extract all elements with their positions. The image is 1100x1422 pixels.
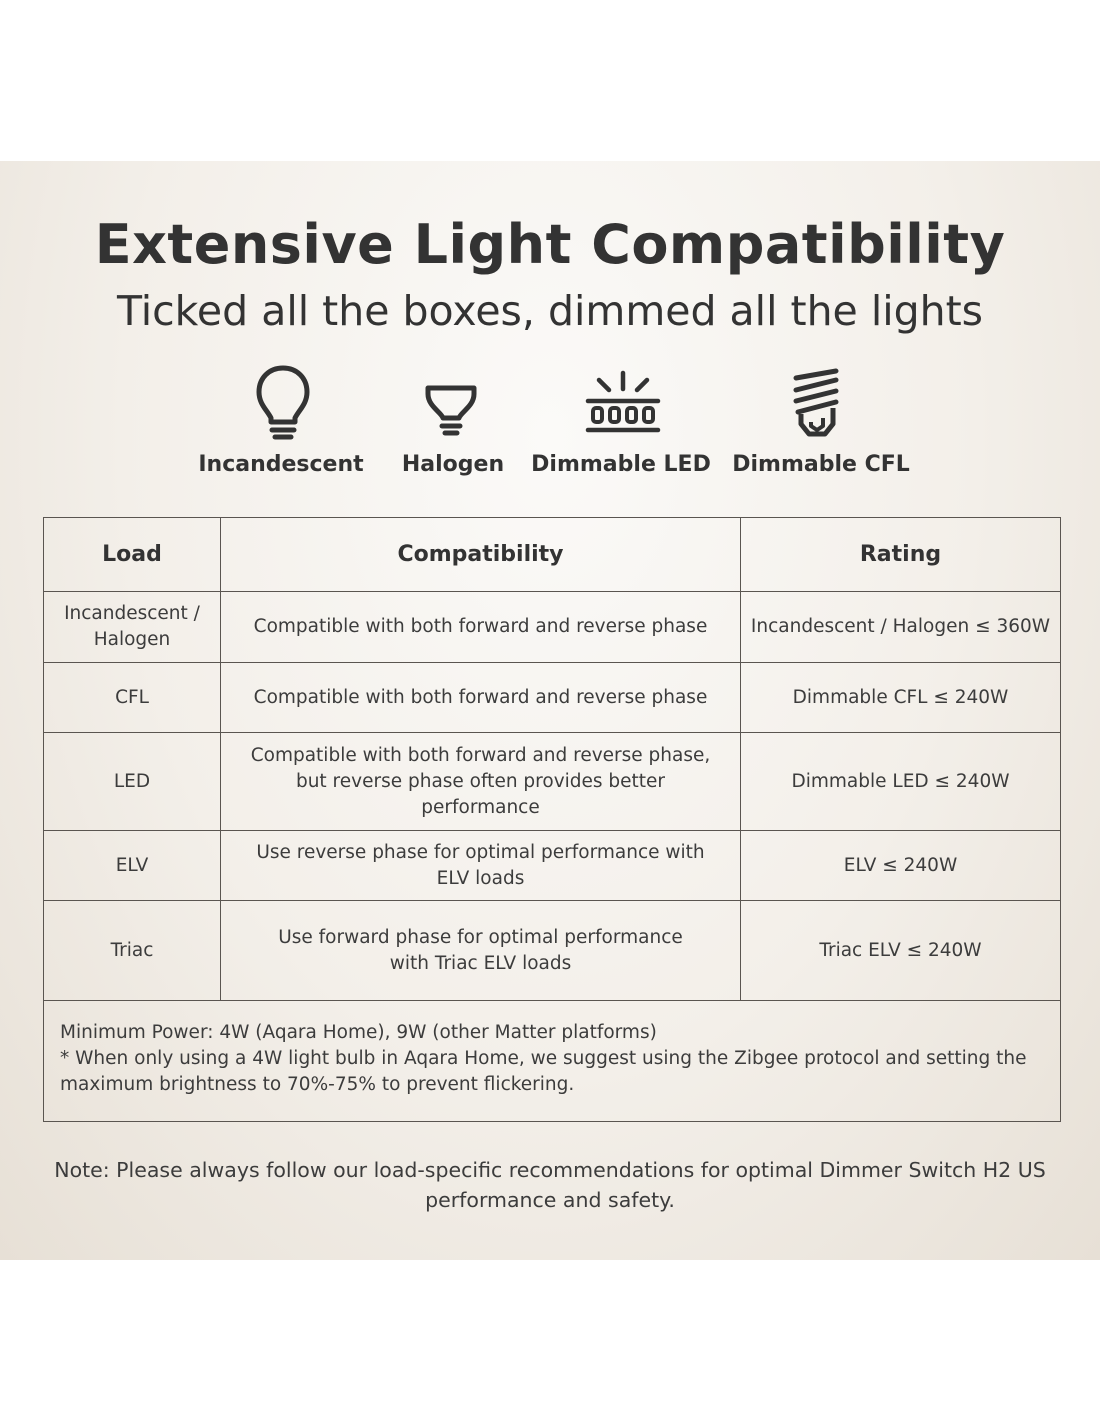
dimmable-led-label: Dimmable LED [531, 452, 711, 477]
table-row: ELV Use reverse phase for optimal perfor… [43, 830, 1061, 901]
page-subtitle: Ticked all the boxes, dimmed all the lig… [116, 287, 984, 335]
dimmable-cfl-label: Dimmable CFL [732, 452, 910, 477]
cell-rating: Dimmable LED ≤ 240W [740, 732, 1061, 831]
cell-load: Incandescent / Halogen [43, 591, 221, 663]
minimum-power-note: Minimum Power: 4W (Aqara Home), 9W (othe… [60, 1022, 657, 1043]
notes-cell: Minimum Power: 4W (Aqara Home), 9W (othe… [43, 1000, 1061, 1122]
cell-rating: Dimmable CFL ≤ 240W [740, 662, 1061, 733]
led-strip-icon [585, 370, 661, 436]
incandescent-label: Incandescent [198, 452, 364, 477]
cell-load: Triac [43, 900, 221, 1001]
cell-load: ELV [43, 830, 221, 901]
cell-rating: Incandescent / Halogen ≤ 360W [740, 591, 1061, 663]
table-row: Triac Use forward phase for optimal perf… [43, 900, 1061, 1001]
cfl-bulb-icon [791, 368, 843, 440]
halogen-label: Halogen [401, 452, 505, 477]
cell-rating: ELV ≤ 240W [740, 830, 1061, 901]
notes-row: Minimum Power: 4W (Aqara Home), 9W (othe… [43, 1000, 1061, 1122]
incandescent-bulb-icon [253, 362, 313, 442]
cell-compatibility: Use reverse phase for optimal performanc… [220, 830, 741, 901]
cell-compatibility: Compatible with both forward and reverse… [220, 732, 741, 831]
table-row: CFL Compatible with both forward and rev… [43, 662, 1061, 733]
halogen-bulb-icon [423, 380, 479, 440]
header-rating: Rating [740, 517, 1061, 592]
zigbee-suggestion-note: * When only using a 4W light bulb in Aqa… [60, 1048, 1027, 1095]
cell-load: CFL [43, 662, 221, 733]
compatibility-table: Load Compatibility Rating Incandescent /… [43, 517, 1061, 1122]
cell-compatibility: Use forward phase for optimal performanc… [220, 900, 741, 1001]
page-title: Extensive Light Compatibility [94, 213, 1006, 276]
footer-note: Note: Please always follow our load-spec… [54, 1158, 1046, 1212]
table-row: LED Compatible with both forward and rev… [43, 732, 1061, 831]
header-compatibility: Compatibility [220, 517, 741, 592]
header-load: Load [43, 517, 221, 592]
cell-compatibility: Compatible with both forward and reverse… [220, 591, 741, 663]
table-row: Incandescent / Halogen Compatible with b… [43, 591, 1061, 663]
cell-rating: Triac ELV ≤ 240W [740, 900, 1061, 1001]
cell-compatibility: Compatible with both forward and reverse… [220, 662, 741, 733]
table-header-row: Load Compatibility Rating [43, 517, 1061, 592]
cell-load: LED [43, 732, 221, 831]
